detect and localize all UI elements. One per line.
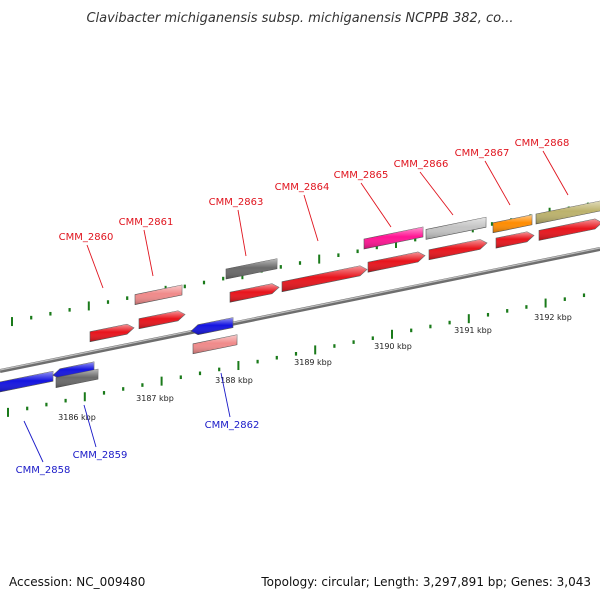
gene-arrow-2865[interactable] <box>367 251 426 273</box>
gene-label-cmm-2866[interactable]: CMM_2866 <box>394 159 449 170</box>
label-leader-cmm-2860 <box>86 244 104 289</box>
gene-arrow-shade <box>282 265 367 292</box>
kbp-label: 3191 kbp <box>454 326 492 335</box>
kbp-label: 3189 kbp <box>294 358 332 367</box>
gene-box-2863[interactable] <box>225 258 278 280</box>
gene-arrow-2866[interactable] <box>428 239 488 261</box>
gene-arrow-2862[interactable] <box>190 317 234 336</box>
gene-label-cmm-2858[interactable]: CMM_2858 <box>16 465 71 476</box>
kbp-label: 3187 kbp <box>136 394 174 403</box>
gene-features <box>0 200 600 393</box>
gene-arrow-shade <box>536 201 600 224</box>
gene-arrow-shade <box>230 283 279 303</box>
label-leader-cmm-2866 <box>419 171 454 216</box>
gene-arrow-shade <box>496 231 534 249</box>
label-leader-cmm-2859 <box>83 404 97 448</box>
gene-box-2867[interactable] <box>492 214 533 234</box>
gene-arrow-shade <box>191 317 233 335</box>
gene-box-2868[interactable] <box>535 200 600 225</box>
kbp-labels: 3186 kbp 3187 kbp 3188 kbp 3189 kbp 3190 kbp… <box>58 313 572 422</box>
gene-box-2865[interactable] <box>363 226 424 250</box>
accession-text: Accession: NC_009480 <box>9 575 145 589</box>
gene-arrow-shade <box>426 217 486 240</box>
genome-title: Clavibacter michiganensis subsp. michiga… <box>86 11 513 26</box>
label-leader-cmm-2863 <box>237 209 247 257</box>
gene-label-cmm-2867[interactable]: CMM_2867 <box>455 148 510 159</box>
gene-label-cmm-2863[interactable]: CMM_2863 <box>209 197 264 208</box>
gene-arrow-2861[interactable] <box>138 310 186 330</box>
gene-arrow-shade <box>193 334 237 354</box>
gene-arrow-2858[interactable] <box>0 370 54 393</box>
label-leader-cmm-2858 <box>23 420 44 463</box>
gene-arrow-2864[interactable] <box>281 265 368 293</box>
gene-arrow-shade <box>429 239 487 260</box>
gene-arrow-shade <box>53 361 94 379</box>
gene-label-cmm-2865[interactable]: CMM_2865 <box>334 170 389 181</box>
sequence-line <box>0 247 600 373</box>
kbp-label: 3192 kbp <box>534 313 572 322</box>
label-leader-cmm-2868 <box>542 150 569 196</box>
gene-label-cmm-2868[interactable]: CMM_2868 <box>515 138 570 149</box>
gene-arrow-2860[interactable] <box>89 323 135 343</box>
gene-arrow-shade <box>364 227 423 249</box>
gene-arrow-shade <box>139 310 185 329</box>
gene-arrow-shade <box>56 369 98 388</box>
label-leader-cmm-2864 <box>303 194 319 242</box>
gene-label-cmm-2861[interactable]: CMM_2861 <box>119 217 174 228</box>
label-leader-cmm-2865 <box>360 182 392 228</box>
gene-label-cmm-2864[interactable]: CMM_2864 <box>275 182 330 193</box>
gene-arrow-shade <box>493 214 532 233</box>
kbp-label: 3190 kbp <box>374 342 412 351</box>
label-leader-cmm-2867 <box>484 160 511 206</box>
kbp-label: 3188 kbp <box>215 376 253 385</box>
gene-arrow-shade <box>539 219 600 241</box>
sequence-line-highlight <box>0 247 600 371</box>
genome-axis <box>0 247 600 373</box>
gene-arrow-shade <box>90 324 134 342</box>
topology-text: Topology: circular; Length: 3,297,891 bp… <box>260 575 591 589</box>
kbp-label: 3186 kbp <box>58 413 96 422</box>
gene-arrow-shade <box>0 371 53 392</box>
gene-arrow-2868[interactable] <box>538 218 600 241</box>
gene-label-cmm-2860[interactable]: CMM_2860 <box>59 232 114 243</box>
gene-arrow-shade <box>368 252 425 273</box>
gene-label-cmm-2862[interactable]: CMM_2862 <box>205 420 260 431</box>
label-leader-cmm-2861 <box>143 229 154 277</box>
gene-box-2859[interactable] <box>55 368 99 388</box>
gene-box-2862[interactable] <box>192 334 238 355</box>
gene-box-2866[interactable] <box>425 216 487 240</box>
gene-arrow-2867[interactable] <box>495 231 535 249</box>
gene-arrow-2863[interactable] <box>229 283 280 303</box>
gene-label-cmm-2859[interactable]: CMM_2859 <box>73 450 128 461</box>
gene-arrow-shade <box>135 285 182 305</box>
label-leader-cmm-2862 <box>220 372 231 418</box>
gene-arrow-shade <box>226 258 277 279</box>
gene-box-2861[interactable] <box>134 284 183 305</box>
